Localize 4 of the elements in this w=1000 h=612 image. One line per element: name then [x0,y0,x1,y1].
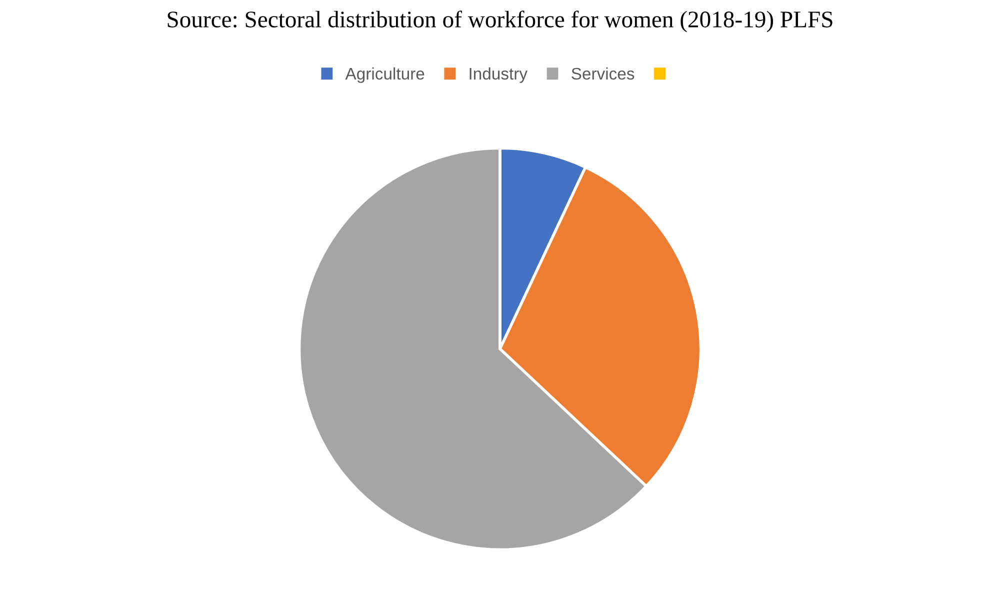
legend-label: Industry [470,67,528,83]
chart-title: Source: Sectoral distribution of workforce for women (2018-19) PLFS [168,10,832,32]
legend-label: Agriculture [345,67,424,83]
legend-label: Services [572,67,634,80]
